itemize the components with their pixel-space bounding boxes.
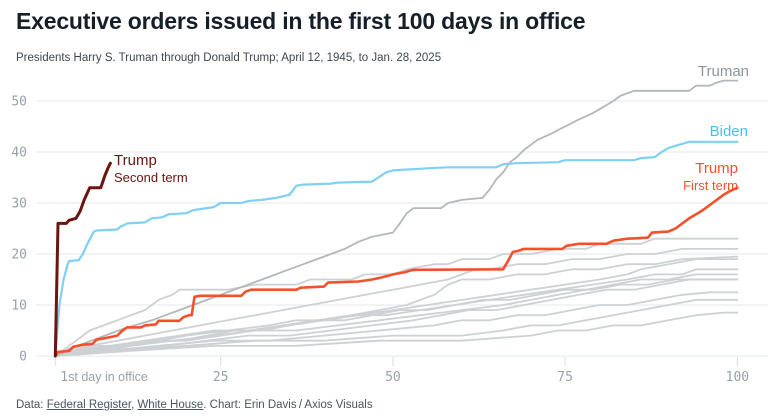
source-separator-text: , bbox=[131, 399, 138, 411]
x-tick-label: 1st day in office bbox=[60, 370, 148, 385]
y-tick-label: 30 bbox=[11, 197, 27, 212]
series-line-trump-first-term bbox=[53, 186, 739, 358]
credit-suffix-text: . Chart: Erin Davis / Axios Visuals bbox=[203, 399, 373, 411]
y-tick-label: 40 bbox=[11, 146, 27, 161]
series-line-unlabeled-2 bbox=[54, 247, 739, 357]
chart-subtitle: Presidents Harry S. Truman through Donal… bbox=[16, 52, 442, 64]
series-line-unlabeled-10 bbox=[54, 298, 739, 357]
y-tick-label: 10 bbox=[11, 299, 27, 314]
series-line-unlabeled-7 bbox=[54, 278, 739, 357]
trump-second-term-label-line2: Second term bbox=[114, 170, 188, 185]
trump-second-term-label-line1: Trump bbox=[114, 152, 157, 169]
biden-line-label: Biden bbox=[710, 123, 748, 141]
truman-line-label: Truman bbox=[698, 63, 749, 81]
y-tick-label: 50 bbox=[11, 95, 27, 110]
trump-first-term-line-label: Trump First term bbox=[683, 160, 738, 194]
series-line-truman bbox=[54, 79, 739, 357]
federal-register-link[interactable]: Federal Register bbox=[46, 399, 132, 411]
x-tick-label: 25 bbox=[213, 370, 229, 385]
source-credit-line: Data: Federal Register, White House. Cha… bbox=[16, 399, 373, 411]
trump-first-term-label-line2: First term bbox=[683, 178, 738, 193]
y-tick-label: 20 bbox=[11, 248, 27, 263]
x-tick-label: 75 bbox=[557, 370, 573, 385]
series-line-unlabeled-6 bbox=[54, 273, 739, 357]
biden-label-text: Biden bbox=[709, 123, 748, 140]
truman-label-text: Truman bbox=[697, 63, 749, 80]
trump-second-term-line-label: Trump Second term bbox=[114, 152, 188, 186]
chart-title: Executive orders issued in the first 100… bbox=[16, 8, 586, 34]
x-tick-label: 100 bbox=[726, 370, 749, 385]
x-tick-label: 50 bbox=[385, 370, 401, 385]
series-line-unlabeled-5 bbox=[54, 268, 739, 357]
source-prefix-text: Data: bbox=[16, 399, 47, 411]
series-line-biden bbox=[54, 140, 739, 358]
series-line-unlabeled-11 bbox=[54, 311, 739, 357]
series-line-trump-second-term bbox=[53, 161, 112, 358]
series-line-unlabeled-9 bbox=[54, 291, 739, 357]
y-tick-label: 0 bbox=[19, 350, 27, 365]
trump-first-term-label-line1: Trump bbox=[695, 160, 738, 177]
white-house-link[interactable]: White House bbox=[137, 399, 204, 411]
